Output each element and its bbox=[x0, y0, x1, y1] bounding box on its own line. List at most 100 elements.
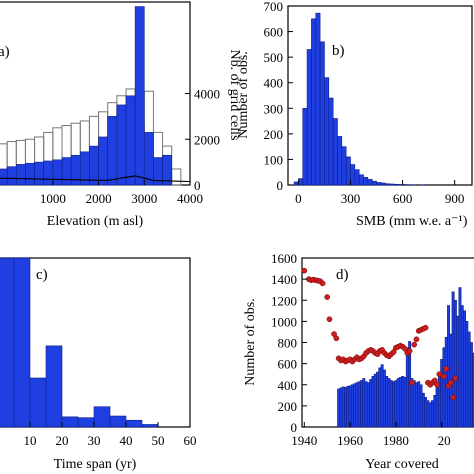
panel-c-xtick-label: 60 bbox=[184, 433, 197, 448]
panel-a-filled-bar bbox=[143, 132, 154, 186]
panel-a-outline-bar bbox=[171, 168, 182, 186]
panel-d-point bbox=[452, 375, 459, 382]
panel-a-filled-bar bbox=[43, 160, 54, 186]
panel-b-bar bbox=[311, 18, 317, 186]
panel-d-bar bbox=[412, 380, 416, 428]
panel-b-bar bbox=[354, 169, 360, 186]
panel-d-bar bbox=[364, 381, 368, 428]
panel-d-bar bbox=[371, 375, 375, 428]
panel-a-ytick-label: 0 bbox=[194, 178, 201, 193]
panel-a-xtick-label: 2000 bbox=[86, 191, 112, 206]
panel-b-bar bbox=[380, 182, 386, 186]
panel-b-bar bbox=[332, 118, 338, 186]
panel-b-bar bbox=[341, 146, 347, 186]
panel-d-bar bbox=[357, 381, 361, 428]
panel-d-bar bbox=[435, 382, 439, 428]
panel-b-xtick-label: 600 bbox=[393, 191, 413, 206]
panel-d-bar bbox=[442, 347, 446, 428]
panel-a-label: a) bbox=[0, 44, 10, 60]
panel-c-bar bbox=[45, 345, 63, 428]
panel-b-ytick-label: 600 bbox=[264, 25, 284, 40]
panel-d-bar bbox=[467, 331, 471, 428]
panel-d-bar bbox=[369, 379, 373, 428]
panel-a-filled-bar bbox=[107, 116, 118, 186]
panel-d-bar bbox=[344, 387, 347, 428]
panel-b-ylabel: Number of obs. bbox=[236, 51, 251, 139]
panel-d-bar bbox=[385, 375, 389, 428]
panel-d-bar bbox=[360, 380, 363, 428]
panel-b-bar bbox=[328, 97, 334, 186]
panel-a-ylabel: Nb. of grid cells bbox=[227, 50, 242, 141]
panel-b-bar bbox=[315, 12, 321, 186]
panel-d-point bbox=[409, 379, 415, 386]
panel-c-xlabel: Time span (yr) bbox=[54, 457, 137, 472]
panel-d-bar bbox=[456, 315, 460, 428]
panel-d-bar bbox=[428, 402, 432, 428]
panel-b-xtick-label: 900 bbox=[445, 191, 465, 206]
panel-d-bar bbox=[366, 382, 370, 428]
panel-d-bar bbox=[355, 382, 359, 428]
panel-a-low-line bbox=[0, 175, 191, 183]
panel-d-point bbox=[434, 381, 440, 388]
panel-a-filled-bar bbox=[70, 154, 81, 186]
panel-b-ytick-label: 100 bbox=[264, 152, 284, 167]
panel-d-bar bbox=[463, 310, 466, 428]
panel-d-xtick-label: 1940 bbox=[291, 433, 317, 448]
panel-b-xlabel: SMB (mm w.e. a⁻¹) bbox=[356, 214, 468, 229]
panel-b-ytick-label: 200 bbox=[264, 127, 284, 142]
panel-d-bar bbox=[410, 378, 414, 428]
panel-a-xtick-label: 3000 bbox=[131, 191, 157, 206]
panel-b-bar bbox=[319, 41, 325, 186]
panel-b-xtick-label: 0 bbox=[295, 191, 302, 206]
panel-a-filled-bar bbox=[116, 104, 127, 186]
panel-d-bar bbox=[440, 359, 444, 428]
panel-c-bar bbox=[29, 377, 47, 428]
panel-d-bar bbox=[378, 367, 382, 428]
panel-d-bar bbox=[382, 369, 386, 428]
panel-c-xtick-label: 10 bbox=[24, 433, 37, 448]
panel-a-ytick-label: 4000 bbox=[194, 87, 220, 102]
panel-c-bar bbox=[0, 257, 15, 428]
panel-d-point bbox=[326, 316, 333, 323]
panel-d-point bbox=[413, 336, 420, 343]
panel-b-bar bbox=[358, 174, 364, 186]
panel-c-bar bbox=[13, 257, 31, 428]
panel-d-ytick-label: 1200 bbox=[271, 293, 297, 308]
panel-d-bar bbox=[373, 373, 377, 428]
panel-d-xtick-label: 1960 bbox=[337, 433, 363, 448]
panel-b-bar bbox=[345, 156, 351, 186]
panel-d-point bbox=[411, 341, 418, 348]
panel-d-bar bbox=[337, 388, 341, 428]
panel-b-bar bbox=[376, 182, 382, 186]
panel-c-bar bbox=[77, 417, 95, 428]
panel-c-label: c) bbox=[36, 267, 48, 283]
panel-b-ytick-label: 0 bbox=[277, 178, 284, 193]
panel-c-bar bbox=[61, 416, 79, 428]
panel-d-ytick-label: 400 bbox=[278, 378, 298, 393]
panel-d-bar bbox=[380, 364, 384, 428]
panel-b-bar bbox=[371, 180, 377, 186]
panel-d-bar bbox=[392, 381, 396, 428]
panel-d-bar bbox=[346, 386, 350, 428]
panel-a-filled-bar bbox=[25, 162, 35, 186]
panel-d-bar bbox=[362, 378, 366, 428]
panel-d-bar bbox=[426, 400, 430, 428]
panel-b-ytick-label: 500 bbox=[264, 50, 284, 65]
panel-d-ytick-label: 600 bbox=[278, 357, 298, 372]
panel-d-point bbox=[301, 267, 308, 274]
panel-a-filled-bar bbox=[125, 95, 136, 186]
panel-d-bar bbox=[465, 321, 469, 428]
panel-d-point bbox=[333, 335, 340, 342]
panel-d-point bbox=[447, 379, 454, 386]
panel-d-ytick-label: 800 bbox=[278, 336, 298, 351]
panel-c-bar bbox=[93, 406, 111, 428]
panel-b-label: b) bbox=[332, 43, 345, 59]
panel-c-xtick-label: 40 bbox=[120, 433, 133, 448]
panel-a-xtick-label: 4000 bbox=[177, 191, 203, 206]
panel-a-filled-bar bbox=[134, 6, 145, 186]
panel-c: 10 20 30 40 50 60 c) Time span (yr) bbox=[0, 257, 197, 472]
panel-d-xlabel: Year covered bbox=[365, 457, 439, 472]
panel-a-filled-bar bbox=[98, 136, 109, 186]
panel-a-filled-bar bbox=[34, 161, 45, 186]
